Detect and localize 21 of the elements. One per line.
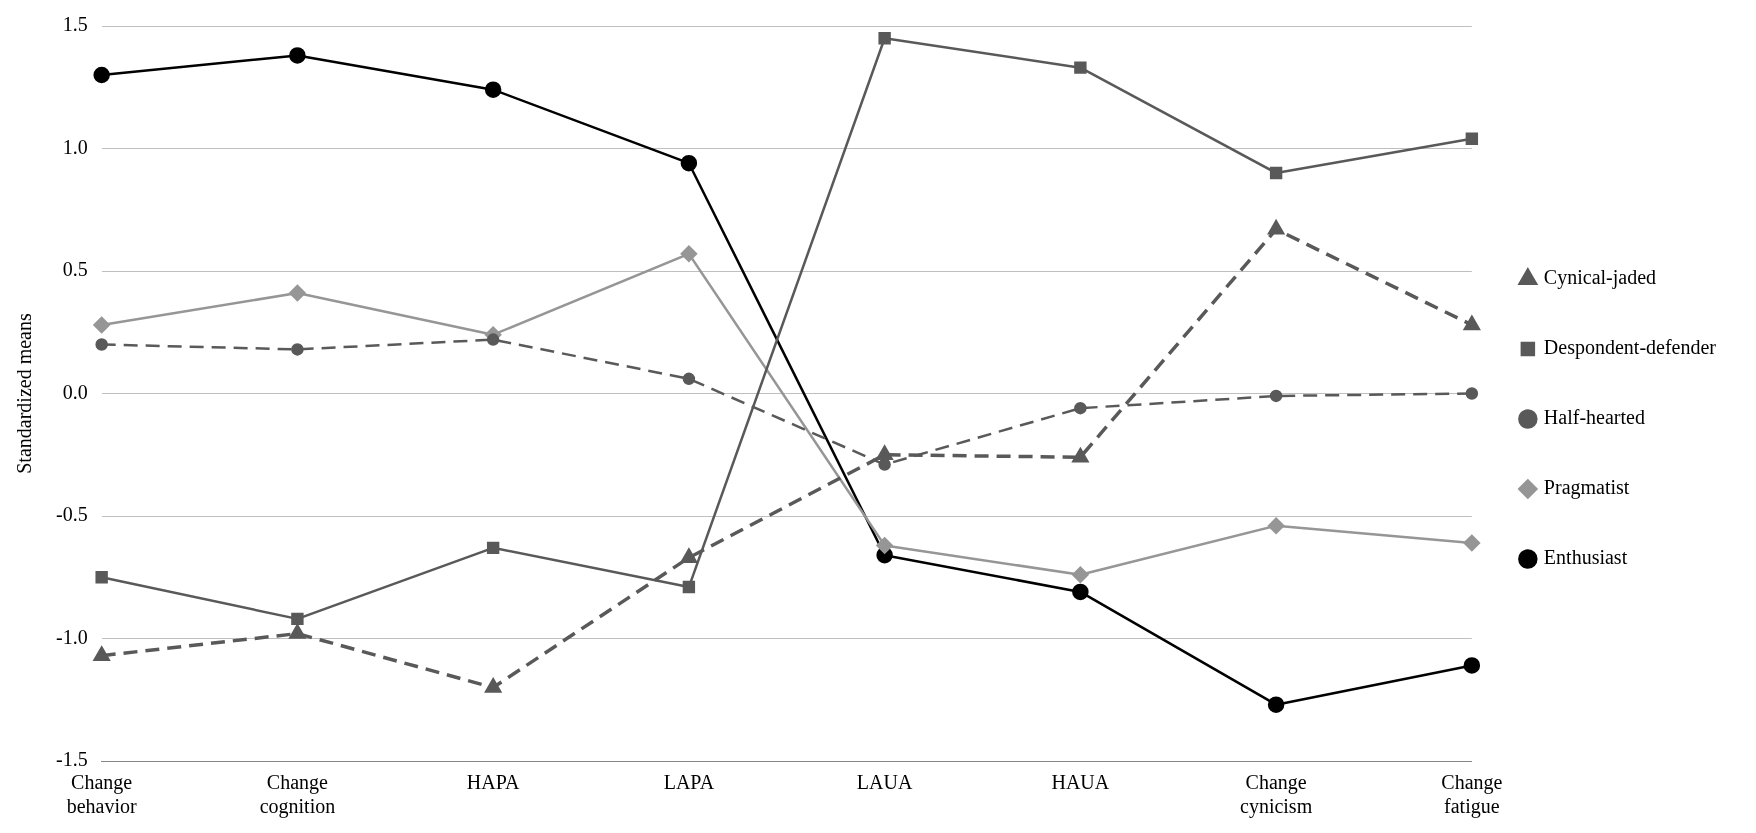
y-tick-label: 1.5 (62, 13, 88, 36)
x-tick-label: LAPA (663, 771, 715, 794)
x-tick-label: HAPA (466, 771, 520, 794)
legend-label: Enthusiast (1543, 546, 1628, 569)
x-tick-label: HAUA (1051, 771, 1110, 794)
x-tick-label: Change cognition (259, 771, 336, 819)
y-tick-label: 1.0 (62, 135, 88, 158)
x-tick-label: Change cynicism (1240, 771, 1313, 819)
y-axis-title: Standardized means (13, 313, 36, 474)
y-tick-label: -1.5 (55, 748, 88, 771)
y-tick-label: 0.5 (62, 258, 88, 281)
legend-label: Half-hearted (1543, 406, 1645, 429)
y-tick-label: -1.0 (55, 625, 88, 648)
x-tick-label: LAUA (856, 771, 913, 794)
y-tick-label: 0.0 (62, 380, 88, 403)
legend-label: Cynical-jaded (1543, 266, 1657, 290)
y-tick-label: -0.5 (55, 503, 88, 526)
x-tick-label: Change fatigue (1441, 771, 1503, 819)
legend-label: Despondent-defender (1543, 336, 1717, 360)
legend-label: Pragmatist (1543, 476, 1630, 500)
x-tick-label: Change behavior (66, 771, 137, 818)
